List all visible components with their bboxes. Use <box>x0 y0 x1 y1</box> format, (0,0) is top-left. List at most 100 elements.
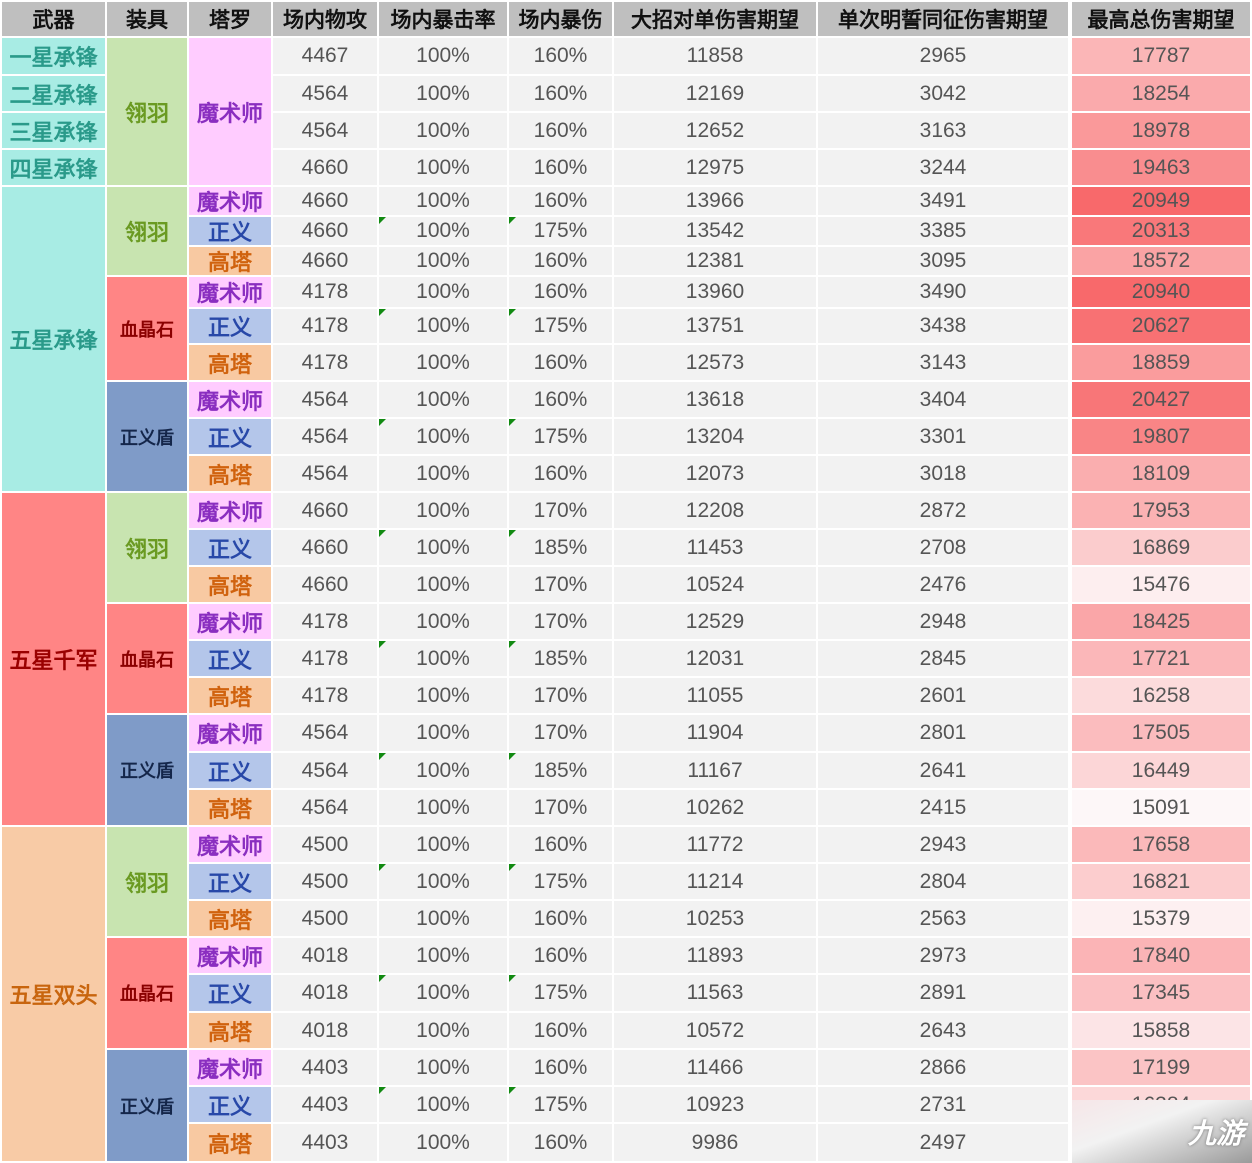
single-oath-damage-cell[interactable]: 2643 <box>818 1013 1068 1048</box>
ult-damage-cell[interactable]: 11214 <box>614 864 816 899</box>
tarot-cell[interactable]: 正义 <box>189 975 271 1011</box>
gear-cell[interactable]: 翎羽 <box>107 187 187 275</box>
single-oath-damage-cell[interactable]: 2476 <box>818 567 1068 602</box>
weapon-cell[interactable]: 五星双头 <box>2 827 105 1161</box>
crit-rate-cell[interactable]: 100% <box>379 187 507 215</box>
ult-damage-cell[interactable]: 13960 <box>614 277 816 307</box>
crit-damage-cell[interactable]: 160% <box>509 1050 612 1085</box>
attack-cell[interactable]: 4660 <box>273 530 377 565</box>
weapon-cell[interactable]: 四星承锋 <box>2 150 105 185</box>
ult-damage-cell[interactable]: 10923 <box>614 1087 816 1122</box>
weapon-cell[interactable]: 五星千军 <box>2 493 105 825</box>
tarot-cell[interactable]: 高塔 <box>189 1013 271 1048</box>
single-oath-damage-cell[interactable]: 2497 <box>818 1124 1068 1161</box>
single-oath-damage-cell[interactable]: 2948 <box>818 604 1068 639</box>
total-damage-cell[interactable]: 19807 <box>1072 419 1250 454</box>
total-damage-cell[interactable]: 15858 <box>1072 1013 1250 1048</box>
attack-cell[interactable]: 4178 <box>273 309 377 343</box>
crit-rate-cell[interactable]: 100% <box>379 567 507 602</box>
crit-rate-cell[interactable]: 100% <box>379 382 507 417</box>
total-damage-cell[interactable]: 17953 <box>1072 493 1250 528</box>
single-oath-damage-cell[interactable]: 2601 <box>818 678 1068 713</box>
crit-rate-cell[interactable]: 100% <box>379 277 507 307</box>
attack-cell[interactable]: 4178 <box>273 641 377 676</box>
header-5[interactable]: 场内暴击率 <box>379 2 507 36</box>
crit-damage-cell[interactable]: 160% <box>509 901 612 936</box>
tarot-cell[interactable]: 正义 <box>189 530 271 565</box>
crit-damage-cell[interactable]: 160% <box>509 1013 612 1048</box>
gear-cell[interactable]: 正义盾 <box>107 382 187 491</box>
crit-rate-cell[interactable]: 100% <box>379 1013 507 1048</box>
crit-damage-cell[interactable]: 160% <box>509 76 612 111</box>
crit-rate-cell[interactable]: 100% <box>379 456 507 491</box>
single-oath-damage-cell[interactable]: 3301 <box>818 419 1068 454</box>
attack-cell[interactable]: 4564 <box>273 715 377 751</box>
ult-damage-cell[interactable]: 11858 <box>614 38 816 74</box>
crit-damage-cell[interactable]: 170% <box>509 715 612 751</box>
total-damage-cell[interactable]: 18978 <box>1072 113 1250 148</box>
tarot-cell[interactable]: 魔术师 <box>189 1050 271 1085</box>
crit-damage-cell[interactable]: 160% <box>509 277 612 307</box>
tarot-cell[interactable]: 高塔 <box>189 901 271 936</box>
crit-damage-cell[interactable]: 170% <box>509 604 612 639</box>
single-oath-damage-cell[interactable]: 2965 <box>818 38 1068 74</box>
tarot-cell[interactable]: 正义 <box>189 753 271 788</box>
crit-damage-cell[interactable]: 170% <box>509 567 612 602</box>
ult-damage-cell[interactable]: 13966 <box>614 187 816 215</box>
crit-damage-cell[interactable]: 160% <box>509 827 612 862</box>
total-damage-cell[interactable]: 15476 <box>1072 567 1250 602</box>
ult-damage-cell[interactable]: 11563 <box>614 975 816 1011</box>
total-damage-cell[interactable]: 20313 <box>1072 217 1250 245</box>
ult-damage-cell[interactable]: 11167 <box>614 753 816 788</box>
header-1[interactable]: 武器 <box>2 2 105 36</box>
total-damage-cell[interactable]: 19463 <box>1072 150 1250 185</box>
crit-rate-cell[interactable]: 100% <box>379 641 507 676</box>
ult-damage-cell[interactable]: 10572 <box>614 1013 816 1048</box>
crit-rate-cell[interactable]: 100% <box>379 827 507 862</box>
single-oath-damage-cell[interactable]: 2973 <box>818 938 1068 973</box>
attack-cell[interactable]: 4403 <box>273 1087 377 1122</box>
single-oath-damage-cell[interactable]: 3163 <box>818 113 1068 148</box>
tarot-cell[interactable]: 高塔 <box>189 678 271 713</box>
ult-damage-cell[interactable]: 11055 <box>614 678 816 713</box>
crit-rate-cell[interactable]: 100% <box>379 113 507 148</box>
single-oath-damage-cell[interactable]: 2801 <box>818 715 1068 751</box>
single-oath-damage-cell[interactable]: 2943 <box>818 827 1068 862</box>
crit-rate-cell[interactable]: 100% <box>379 419 507 454</box>
attack-cell[interactable]: 4178 <box>273 604 377 639</box>
single-oath-damage-cell[interactable]: 2845 <box>818 641 1068 676</box>
attack-cell[interactable]: 4403 <box>273 1050 377 1085</box>
tarot-cell[interactable]: 高塔 <box>189 1124 271 1161</box>
total-damage-cell[interactable]: 15091 <box>1072 790 1250 825</box>
single-oath-damage-cell[interactable]: 2415 <box>818 790 1068 825</box>
ult-damage-cell[interactable]: 12573 <box>614 345 816 380</box>
total-damage-cell[interactable]: 18109 <box>1072 456 1250 491</box>
ult-damage-cell[interactable]: 13542 <box>614 217 816 245</box>
tarot-cell[interactable]: 正义 <box>189 419 271 454</box>
total-damage-cell[interactable]: 20940 <box>1072 277 1250 307</box>
crit-rate-cell[interactable]: 100% <box>379 715 507 751</box>
attack-cell[interactable]: 4564 <box>273 456 377 491</box>
crit-damage-cell[interactable]: 175% <box>509 1087 612 1122</box>
crit-damage-cell[interactable]: 175% <box>509 309 612 343</box>
ult-damage-cell[interactable]: 13204 <box>614 419 816 454</box>
tarot-cell[interactable]: 正义 <box>189 864 271 899</box>
crit-damage-cell[interactable]: 160% <box>509 150 612 185</box>
gear-cell[interactable]: 血晶石 <box>107 938 187 1048</box>
ult-damage-cell[interactable]: 10253 <box>614 901 816 936</box>
single-oath-damage-cell[interactable]: 2804 <box>818 864 1068 899</box>
ult-damage-cell[interactable]: 9986 <box>614 1124 816 1161</box>
total-damage-cell[interactable]: 17199 <box>1072 1050 1250 1085</box>
attack-cell[interactable]: 4467 <box>273 38 377 74</box>
attack-cell[interactable]: 4564 <box>273 113 377 148</box>
attack-cell[interactable]: 4018 <box>273 975 377 1011</box>
attack-cell[interactable]: 4178 <box>273 345 377 380</box>
attack-cell[interactable]: 4018 <box>273 938 377 973</box>
ult-damage-cell[interactable]: 12073 <box>614 456 816 491</box>
attack-cell[interactable]: 4660 <box>273 247 377 275</box>
crit-rate-cell[interactable]: 100% <box>379 753 507 788</box>
total-damage-cell[interactable]: 16258 <box>1072 678 1250 713</box>
attack-cell[interactable]: 4564 <box>273 382 377 417</box>
single-oath-damage-cell[interactable]: 3491 <box>818 187 1068 215</box>
crit-rate-cell[interactable]: 100% <box>379 217 507 245</box>
